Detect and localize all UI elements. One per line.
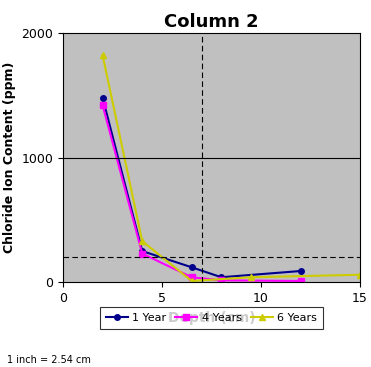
4 Years (190, 275, 194, 279)
1 Year (219, 275, 224, 279)
Y-axis label: Chloride Ion Content (ppm): Chloride Ion Content (ppm) (3, 62, 16, 253)
4 Years (219, 278, 224, 283)
Title: Column 2: Column 2 (164, 14, 259, 32)
1 Year (101, 96, 105, 100)
Line: 1 Year: 1 Year (100, 95, 303, 280)
Line: 6 Years: 6 Years (99, 52, 363, 284)
Line: 4 Years: 4 Years (100, 102, 303, 284)
4 Years (140, 251, 144, 256)
X-axis label: Depth (cm): Depth (cm) (168, 310, 255, 324)
1 Year (190, 265, 194, 269)
6 Years (101, 53, 105, 58)
4 Years (101, 103, 105, 108)
1 Year (298, 269, 303, 273)
4 Years (298, 279, 303, 283)
Legend: 1 Year, 4 Years, 6 Years: 1 Year, 4 Years, 6 Years (100, 308, 323, 328)
6 Years (358, 273, 362, 277)
6 Years (249, 275, 253, 279)
1 Year (140, 249, 144, 253)
6 Years (140, 239, 144, 243)
Text: 1 inch = 2.54 cm: 1 inch = 2.54 cm (7, 355, 91, 365)
6 Years (190, 279, 194, 283)
